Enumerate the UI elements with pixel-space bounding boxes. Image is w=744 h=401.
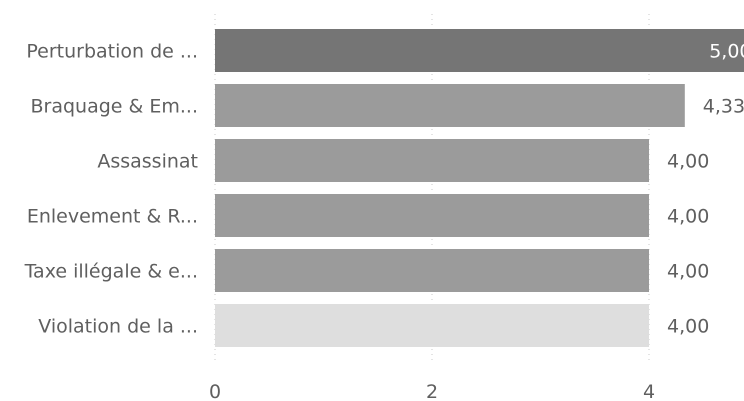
value-labels: 5,00 4,33 4,00 4,00 4,00 4,00 [667,41,744,338]
bar[interactable] [215,249,649,292]
value-label: 4,00 [667,151,709,173]
bar[interactable] [215,194,649,237]
category-label: Assassinat [97,151,198,173]
value-label: 5,00 [709,41,744,63]
category-label: Violation de la ... [38,316,198,338]
x-axis-ticks: 0 2 4 [209,381,655,401]
bar[interactable] [215,84,685,127]
category-label: Braquage & Em... [30,96,198,118]
x-tick-label: 0 [209,381,221,401]
category-label: Perturbation de ... [26,41,198,63]
bar[interactable] [215,139,649,182]
category-labels: Perturbation de ... Braquage & Em... Assas… [24,41,198,338]
bar[interactable] [215,304,649,347]
bar[interactable] [215,29,744,72]
x-tick-label: 2 [426,381,438,401]
category-label: Taxe illégale & e... [24,261,198,283]
value-label: 4,00 [667,261,709,283]
value-label: 4,00 [667,206,709,228]
value-label: 4,00 [667,316,709,338]
bars [215,29,744,347]
x-tick-label: 4 [643,381,655,401]
value-label: 4,33 [703,96,744,118]
category-label: Enlevement & R... [27,206,198,228]
